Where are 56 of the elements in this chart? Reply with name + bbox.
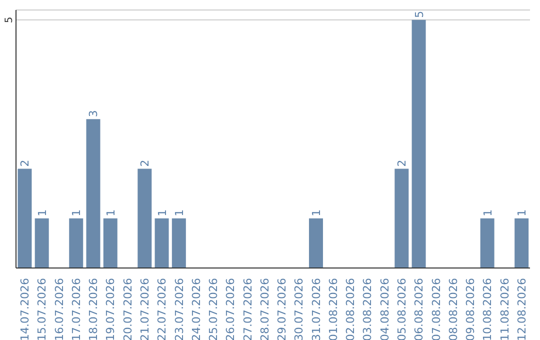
x-tick-label: 08.08.2026 — [446, 278, 460, 340]
x-tick-label: 19.07.2026 — [104, 278, 118, 340]
bar — [18, 168, 32, 268]
data-label: 1 — [481, 209, 494, 216]
x-tick-label: 16.07.2026 — [52, 278, 66, 340]
x-tick-label: 10.08.2026 — [481, 278, 494, 340]
bar — [69, 218, 84, 268]
data-label: 5 — [412, 10, 426, 18]
data-label: 1 — [104, 209, 118, 216]
data-label: 1 — [172, 209, 186, 216]
x-tick-label: 28.07.2026 — [258, 278, 272, 340]
x-tick-label: 11.08.2026 — [498, 278, 512, 340]
x-tick-label: 05.08.2026 — [396, 278, 408, 340]
x-tick-label: 23.07.2026 — [172, 278, 186, 340]
bar — [138, 168, 152, 268]
x-tick-label: 30.07.2026 — [292, 278, 306, 340]
bar — [308, 218, 323, 268]
data-label: 1 — [36, 209, 49, 216]
x-tick-label: 06.08.2026 — [412, 278, 426, 340]
x-tick-label: 01.08.2026 — [326, 278, 340, 340]
data-label: 1 — [310, 209, 323, 216]
data-label: 1 — [156, 209, 169, 216]
data-label: 1 — [516, 209, 529, 216]
x-tick-label: 31.07.2026 — [310, 278, 323, 340]
bar — [34, 218, 49, 268]
bar — [514, 218, 529, 268]
x-tick-label: 29.07.2026 — [276, 278, 289, 340]
x-tick-label: 09.08.2026 — [464, 278, 478, 340]
x-tick-label: 22.07.2026 — [156, 278, 169, 340]
x-tick-label: 26.07.2026 — [224, 278, 238, 340]
bar — [103, 218, 118, 268]
x-tick-label: 14.07.2026 — [18, 278, 32, 340]
x-tick-label: 21.07.2026 — [138, 278, 152, 340]
x-tick-label: 15.07.2026 — [36, 278, 49, 340]
x-tick-label: 07.08.2026 — [430, 278, 443, 340]
x-tick-label: 03.08.2026 — [361, 278, 374, 340]
bar — [154, 218, 169, 268]
bar — [172, 218, 186, 268]
x-tick-label: 04.08.2026 — [378, 278, 392, 340]
x-tick-label: 02.08.2026 — [344, 278, 358, 340]
data-label: 2 — [138, 160, 152, 167]
bar — [86, 119, 100, 268]
data-label: 2 — [18, 160, 32, 167]
bar — [480, 218, 494, 268]
bar — [412, 20, 426, 268]
x-tick-label: 17.07.2026 — [70, 278, 83, 340]
data-label: 3 — [87, 110, 100, 118]
x-tick-label: 27.07.2026 — [241, 278, 254, 340]
x-tick-label: 18.07.2026 — [87, 278, 100, 340]
x-tick-label: 24.07.2026 — [190, 278, 203, 340]
data-label: 2 — [396, 160, 409, 167]
x-tick-label: 12.08.2026 — [515, 278, 528, 340]
x-tick-label: 20.07.2026 — [121, 278, 134, 340]
x-tick-label: 25.07.2026 — [207, 278, 220, 340]
bar — [394, 168, 409, 268]
data-label: 1 — [70, 209, 84, 216]
